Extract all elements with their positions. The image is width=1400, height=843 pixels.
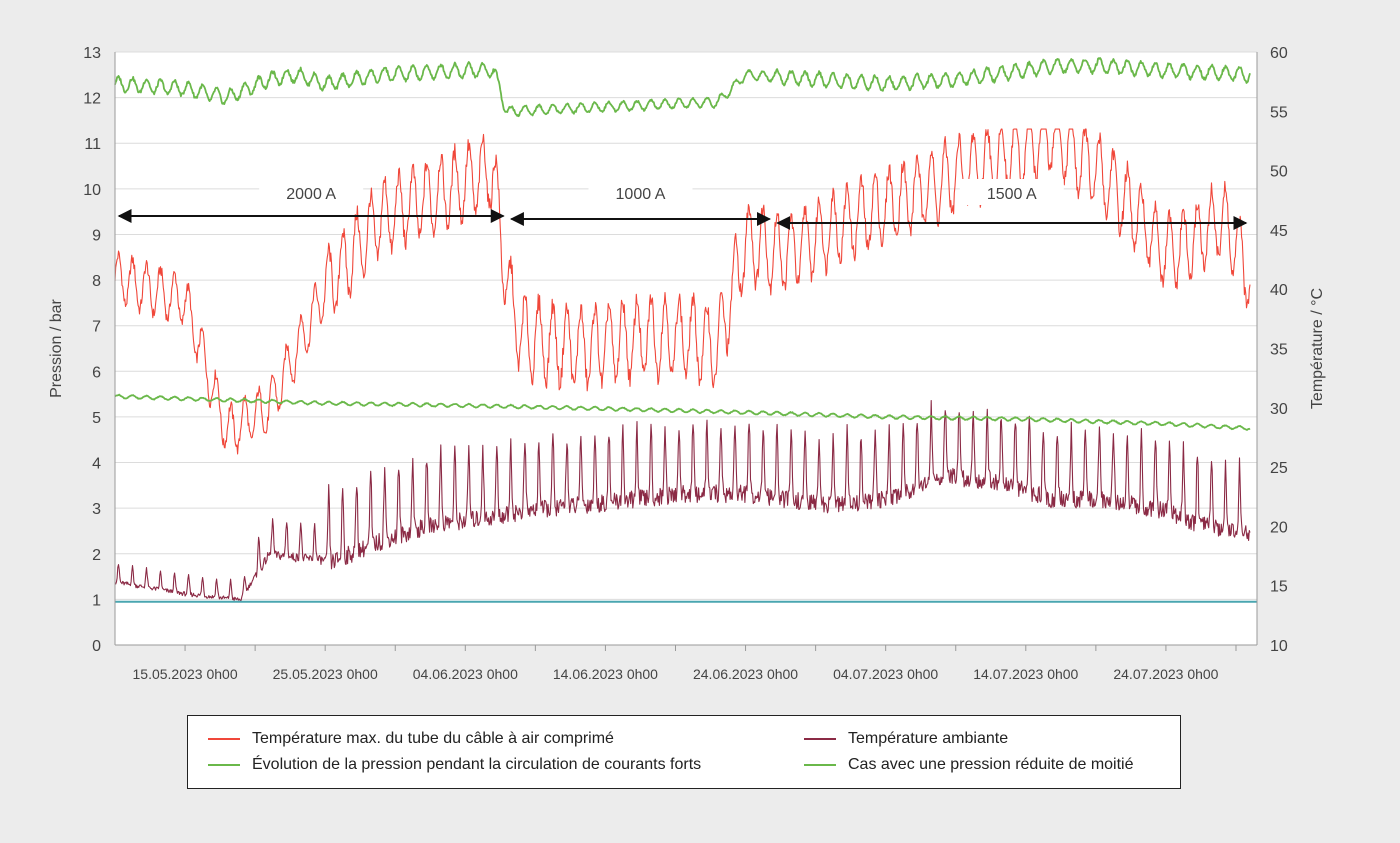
y-left-tick-label: 4	[92, 456, 101, 473]
x-tick-label: 24.07.2023 0h00	[1113, 666, 1218, 682]
plot-background	[115, 52, 1257, 645]
legend-label: Température max. du tube du câble à air …	[252, 730, 614, 747]
plot-area	[115, 52, 1257, 645]
legend-swatch	[804, 737, 836, 741]
legend-swatch	[208, 763, 240, 767]
y-left-tick-label: 6	[92, 364, 101, 381]
series-line-pressure-high	[114, 57, 1251, 118]
legend-label: Évolution de la pression pendant la circ…	[252, 756, 702, 773]
y-left-tick-label: 2	[92, 547, 101, 564]
y-left-tick-label: 0	[92, 638, 101, 655]
legend: Température max. du tube du câble à air …	[187, 715, 1181, 789]
phase-label-bg	[588, 179, 693, 205]
y-left-tick-label: 7	[92, 319, 101, 336]
y-left-tick-label: 8	[92, 273, 101, 290]
y-right-tick-label: 30	[1270, 401, 1288, 418]
axes-group: 0123456789101112131015202530354045505560…	[48, 45, 1326, 682]
series-line-ambient-temp	[114, 399, 1251, 602]
x-tick-label: 14.07.2023 0h00	[973, 666, 1078, 682]
phase-label: 1000 A	[616, 186, 666, 203]
x-tick-label: 15.05.2023 0h00	[133, 666, 238, 682]
series-line-pressure-half	[114, 393, 1251, 431]
legend-item: Température max. du tube du câble à air …	[208, 730, 614, 748]
x-tick-label: 04.06.2023 0h00	[413, 666, 518, 682]
x-tick-label: 14.06.2023 0h00	[553, 666, 658, 682]
y-left-tick-label: 9	[92, 227, 101, 244]
legend-swatch	[208, 737, 240, 741]
y-left-tick-label: 11	[84, 136, 101, 153]
legend-item: Température ambiante	[804, 730, 1008, 748]
y-left-axis-title: Pression / bar	[48, 298, 65, 397]
y-right-tick-label: 50	[1270, 164, 1288, 181]
y-right-tick-label: 60	[1270, 45, 1288, 62]
annotations-group: 2000 A 1000 A 1500 A	[117, 179, 1248, 230]
y-left-tick-label: 1	[92, 592, 101, 609]
y-right-tick-label: 25	[1270, 460, 1288, 477]
y-left-tick-label: 10	[83, 182, 101, 199]
x-tick-label: 04.07.2023 0h00	[833, 666, 938, 682]
phase-label: 1500 A	[987, 186, 1037, 203]
x-tick-label: 25.05.2023 0h00	[273, 666, 378, 682]
y-right-tick-label: 10	[1270, 638, 1288, 655]
y-right-tick-label: 15	[1270, 579, 1288, 596]
phase-label: 2000 A	[286, 186, 336, 203]
phase-label-bg	[259, 179, 364, 205]
y-right-axis-title: Température / °C	[1309, 288, 1326, 409]
legend-item: Cas avec une pression réduite de moitié	[804, 756, 1134, 774]
legend-item: Évolution de la pression pendant la circ…	[208, 756, 701, 774]
x-tick-label: 24.06.2023 0h00	[693, 666, 798, 682]
y-left-tick-label: 5	[92, 410, 101, 427]
y-right-tick-label: 40	[1270, 282, 1288, 299]
y-left-tick-label: 13	[83, 45, 101, 62]
y-right-tick-label: 45	[1270, 223, 1288, 240]
y-right-tick-label: 35	[1270, 342, 1288, 359]
series-line-tube-temp	[114, 128, 1251, 455]
series-group	[114, 57, 1257, 603]
legend-swatch	[804, 763, 836, 767]
y-right-tick-label: 20	[1270, 519, 1288, 536]
phase-label-bg	[959, 179, 1064, 205]
y-right-tick-label: 55	[1270, 104, 1288, 121]
legend-label: Température ambiante	[848, 730, 1009, 747]
y-left-tick-label: 12	[83, 91, 101, 108]
legend-label: Cas avec une pression réduite de moitié	[848, 756, 1134, 773]
y-left-tick-label: 3	[92, 501, 101, 518]
